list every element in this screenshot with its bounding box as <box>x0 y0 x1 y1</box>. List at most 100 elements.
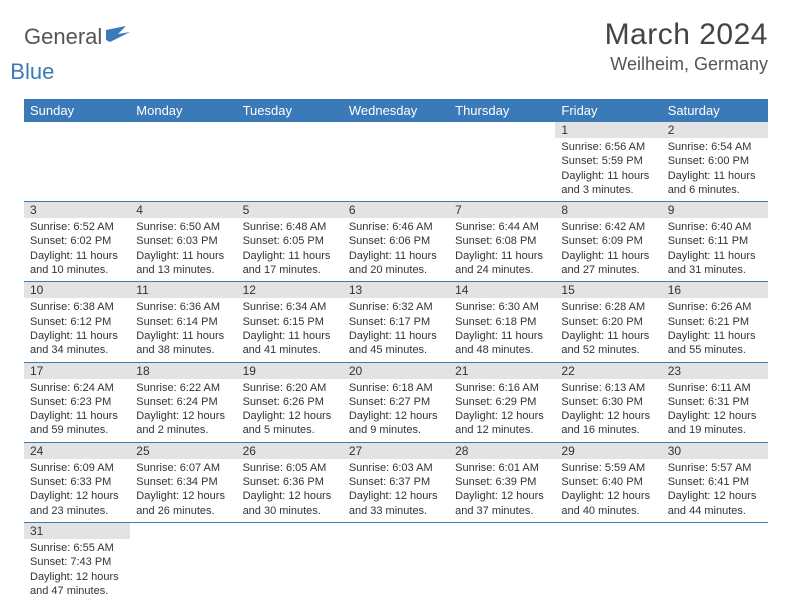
day-details: Sunrise: 6:40 AMSunset: 6:11 PMDaylight:… <box>662 218 768 281</box>
daylight-line: Daylight: 12 hours and 23 minutes. <box>30 489 124 518</box>
sunrise-line: Sunrise: 6:32 AM <box>349 300 443 314</box>
day-details: Sunrise: 6:22 AMSunset: 6:24 PMDaylight:… <box>130 379 236 442</box>
day-details: Sunrise: 5:59 AMSunset: 6:40 PMDaylight:… <box>555 459 661 522</box>
sunset-line: Sunset: 7:43 PM <box>30 555 124 569</box>
daylight-line: Daylight: 11 hours and 13 minutes. <box>136 249 230 278</box>
calendar-cell <box>449 122 555 202</box>
sunrise-line: Sunrise: 6:40 AM <box>668 220 762 234</box>
sunrise-line: Sunrise: 5:59 AM <box>561 461 655 475</box>
calendar-cell: 8Sunrise: 6:42 AMSunset: 6:09 PMDaylight… <box>555 202 661 282</box>
calendar-cell: 1Sunrise: 6:56 AMSunset: 5:59 PMDaylight… <box>555 122 661 202</box>
day-details: Sunrise: 6:16 AMSunset: 6:29 PMDaylight:… <box>449 379 555 442</box>
daylight-line: Daylight: 12 hours and 9 minutes. <box>349 409 443 438</box>
daylight-line: Daylight: 12 hours and 19 minutes. <box>668 409 762 438</box>
sunrise-line: Sunrise: 6:54 AM <box>668 140 762 154</box>
day-number: 22 <box>555 363 661 379</box>
calendar-cell <box>343 122 449 202</box>
calendar-week-row: 1Sunrise: 6:56 AMSunset: 5:59 PMDaylight… <box>24 122 768 202</box>
calendar-cell: 9Sunrise: 6:40 AMSunset: 6:11 PMDaylight… <box>662 202 768 282</box>
sunset-line: Sunset: 6:34 PM <box>136 475 230 489</box>
calendar-week-row: 17Sunrise: 6:24 AMSunset: 6:23 PMDayligh… <box>24 362 768 442</box>
sunset-line: Sunset: 6:40 PM <box>561 475 655 489</box>
day-number: 20 <box>343 363 449 379</box>
day-details: Sunrise: 6:36 AMSunset: 6:14 PMDaylight:… <box>130 298 236 361</box>
day-details: Sunrise: 6:24 AMSunset: 6:23 PMDaylight:… <box>24 379 130 442</box>
sunset-line: Sunset: 6:17 PM <box>349 315 443 329</box>
sunset-line: Sunset: 6:29 PM <box>455 395 549 409</box>
daylight-line: Daylight: 11 hours and 31 minutes. <box>668 249 762 278</box>
day-details: Sunrise: 6:03 AMSunset: 6:37 PMDaylight:… <box>343 459 449 522</box>
day-number: 16 <box>662 282 768 298</box>
calendar-cell <box>130 522 236 602</box>
sunset-line: Sunset: 6:21 PM <box>668 315 762 329</box>
day-details: Sunrise: 6:56 AMSunset: 5:59 PMDaylight:… <box>555 138 661 201</box>
sunset-line: Sunset: 6:24 PM <box>136 395 230 409</box>
day-details: Sunrise: 6:20 AMSunset: 6:26 PMDaylight:… <box>237 379 343 442</box>
calendar-cell <box>555 522 661 602</box>
sunrise-line: Sunrise: 6:05 AM <box>243 461 337 475</box>
sunset-line: Sunset: 6:30 PM <box>561 395 655 409</box>
calendar-header-row: SundayMondayTuesdayWednesdayThursdayFrid… <box>24 99 768 122</box>
day-header: Saturday <box>662 99 768 122</box>
day-details: Sunrise: 6:30 AMSunset: 6:18 PMDaylight:… <box>449 298 555 361</box>
calendar-cell: 12Sunrise: 6:34 AMSunset: 6:15 PMDayligh… <box>237 282 343 362</box>
day-header: Thursday <box>449 99 555 122</box>
calendar-cell: 31Sunrise: 6:55 AMSunset: 7:43 PMDayligh… <box>24 522 130 602</box>
daylight-line: Daylight: 12 hours and 30 minutes. <box>243 489 337 518</box>
day-number: 29 <box>555 443 661 459</box>
sunrise-line: Sunrise: 6:50 AM <box>136 220 230 234</box>
calendar-cell <box>24 122 130 202</box>
day-details: Sunrise: 6:28 AMSunset: 6:20 PMDaylight:… <box>555 298 661 361</box>
sunset-line: Sunset: 6:12 PM <box>30 315 124 329</box>
day-number: 1 <box>555 122 661 138</box>
daylight-line: Daylight: 12 hours and 5 minutes. <box>243 409 337 438</box>
calendar-cell: 15Sunrise: 6:28 AMSunset: 6:20 PMDayligh… <box>555 282 661 362</box>
sunset-line: Sunset: 6:20 PM <box>561 315 655 329</box>
day-details: Sunrise: 6:44 AMSunset: 6:08 PMDaylight:… <box>449 218 555 281</box>
day-number: 25 <box>130 443 236 459</box>
calendar-cell: 11Sunrise: 6:36 AMSunset: 6:14 PMDayligh… <box>130 282 236 362</box>
daylight-line: Daylight: 11 hours and 17 minutes. <box>243 249 337 278</box>
daylight-line: Daylight: 12 hours and 40 minutes. <box>561 489 655 518</box>
day-details: Sunrise: 6:26 AMSunset: 6:21 PMDaylight:… <box>662 298 768 361</box>
day-number: 24 <box>24 443 130 459</box>
day-header: Sunday <box>24 99 130 122</box>
calendar-cell <box>662 522 768 602</box>
day-details: Sunrise: 6:11 AMSunset: 6:31 PMDaylight:… <box>662 379 768 442</box>
day-number: 10 <box>24 282 130 298</box>
sunrise-line: Sunrise: 6:44 AM <box>455 220 549 234</box>
day-header: Monday <box>130 99 236 122</box>
daylight-line: Daylight: 11 hours and 10 minutes. <box>30 249 124 278</box>
daylight-line: Daylight: 12 hours and 44 minutes. <box>668 489 762 518</box>
sunset-line: Sunset: 6:11 PM <box>668 234 762 248</box>
day-details: Sunrise: 6:46 AMSunset: 6:06 PMDaylight:… <box>343 218 449 281</box>
day-details: Sunrise: 6:09 AMSunset: 6:33 PMDaylight:… <box>24 459 130 522</box>
day-number: 21 <box>449 363 555 379</box>
day-details: Sunrise: 6:50 AMSunset: 6:03 PMDaylight:… <box>130 218 236 281</box>
day-number: 13 <box>343 282 449 298</box>
daylight-line: Daylight: 12 hours and 37 minutes. <box>455 489 549 518</box>
day-details: Sunrise: 6:34 AMSunset: 6:15 PMDaylight:… <box>237 298 343 361</box>
sunrise-line: Sunrise: 6:18 AM <box>349 381 443 395</box>
day-header: Wednesday <box>343 99 449 122</box>
day-details: Sunrise: 6:05 AMSunset: 6:36 PMDaylight:… <box>237 459 343 522</box>
daylight-line: Daylight: 12 hours and 33 minutes. <box>349 489 443 518</box>
sunrise-line: Sunrise: 6:20 AM <box>243 381 337 395</box>
calendar-cell: 21Sunrise: 6:16 AMSunset: 6:29 PMDayligh… <box>449 362 555 442</box>
calendar-cell: 10Sunrise: 6:38 AMSunset: 6:12 PMDayligh… <box>24 282 130 362</box>
daylight-line: Daylight: 11 hours and 38 minutes. <box>136 329 230 358</box>
day-number: 14 <box>449 282 555 298</box>
day-number: 11 <box>130 282 236 298</box>
sunset-line: Sunset: 6:02 PM <box>30 234 124 248</box>
sunset-line: Sunset: 6:08 PM <box>455 234 549 248</box>
sunset-line: Sunset: 6:05 PM <box>243 234 337 248</box>
sunrise-line: Sunrise: 6:26 AM <box>668 300 762 314</box>
daylight-line: Daylight: 11 hours and 34 minutes. <box>30 329 124 358</box>
sunset-line: Sunset: 6:36 PM <box>243 475 337 489</box>
calendar-cell <box>449 522 555 602</box>
sunrise-line: Sunrise: 6:56 AM <box>561 140 655 154</box>
calendar-cell: 4Sunrise: 6:50 AMSunset: 6:03 PMDaylight… <box>130 202 236 282</box>
day-number: 23 <box>662 363 768 379</box>
day-number: 2 <box>662 122 768 138</box>
sunrise-line: Sunrise: 6:07 AM <box>136 461 230 475</box>
